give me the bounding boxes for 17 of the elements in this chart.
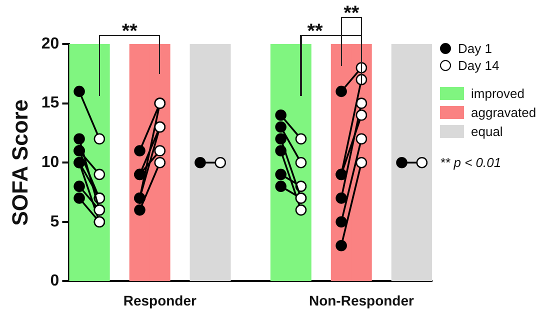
y-tick-label: 15 xyxy=(41,94,60,112)
legend-label: Day 14 xyxy=(458,58,500,73)
x-tick-label: Non-Responder xyxy=(308,292,415,308)
x-tick-label: Responder xyxy=(123,292,198,308)
text: ** p < 0.01 xyxy=(440,155,502,170)
y-axis-title: SOFA Score xyxy=(7,99,32,226)
legend-label: improved xyxy=(471,86,524,101)
y-tick-label: 5 xyxy=(50,213,60,230)
text: ** xyxy=(344,2,360,25)
legend-label: Day 1 xyxy=(458,41,492,56)
legend-label: aggravated xyxy=(471,105,536,120)
text: ** xyxy=(307,20,323,43)
y-tick-label: 0 xyxy=(50,272,60,290)
text: ** xyxy=(122,20,138,43)
legend-label: equal xyxy=(471,124,503,139)
y-tick-label: 20 xyxy=(41,35,60,52)
y-tick-label: 10 xyxy=(41,154,60,172)
